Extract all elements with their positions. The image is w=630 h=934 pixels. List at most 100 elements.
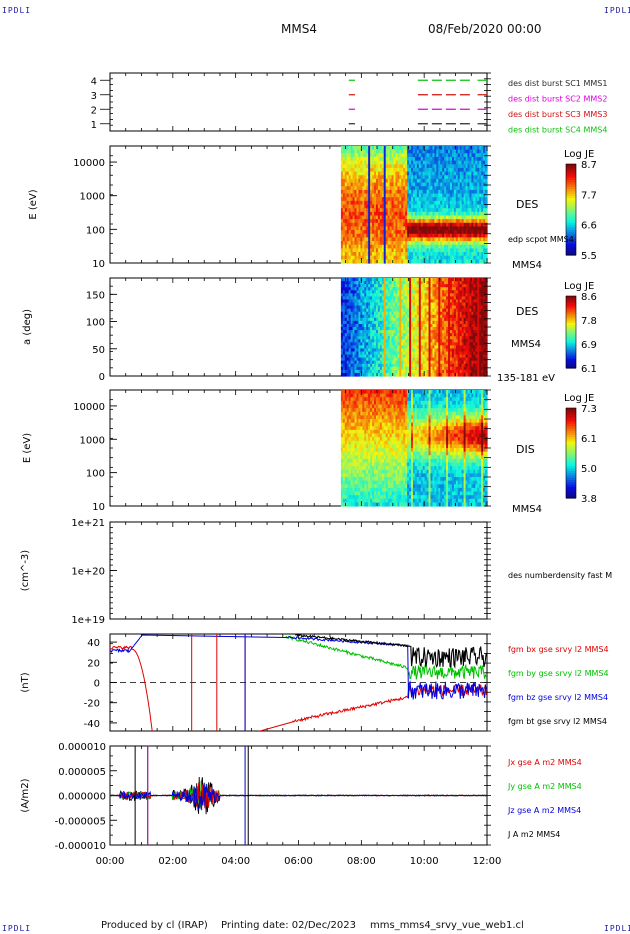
heatmap-cell	[453, 175, 457, 180]
heatmap-cell	[449, 363, 453, 368]
heatmap-cell	[346, 153, 350, 158]
heatmap-cell	[481, 200, 484, 206]
heatmap-cell	[436, 211, 439, 217]
heatmap-cell	[483, 197, 486, 202]
heatmap-cell	[397, 348, 400, 353]
heatmap-cell	[366, 327, 369, 331]
heatmap-cell	[391, 182, 395, 187]
heatmap-cell	[473, 281, 476, 285]
heatmap-cell	[364, 167, 367, 173]
heatmap-cell	[405, 244, 408, 249]
heatmap-cell	[393, 182, 397, 187]
heatmap-cell	[446, 193, 449, 198]
heatmap-cell	[461, 178, 465, 184]
heatmap-cell	[372, 278, 375, 282]
heatmap-cell	[448, 186, 451, 191]
heatmap-cell	[350, 348, 354, 353]
heatmap-cell	[368, 323, 371, 328]
heatmap-cell	[469, 208, 473, 213]
heatmap-cell	[465, 182, 469, 187]
heatmap-cell	[372, 178, 375, 184]
heatmap-cell	[455, 342, 459, 346]
heatmap-cell	[459, 171, 463, 176]
heatmap-cell	[348, 311, 352, 316]
heatmap-cell	[416, 360, 420, 365]
heatmap-cell	[426, 360, 430, 365]
heatmap-cell	[430, 182, 434, 187]
heatmap-cell	[385, 204, 389, 209]
heatmap-cell	[481, 222, 484, 228]
heatmap-cell	[348, 314, 352, 319]
heatmap-cell	[379, 311, 383, 316]
heatmap-cell	[350, 281, 354, 285]
heatmap-cell	[436, 233, 439, 239]
heatmap-cell	[420, 299, 424, 304]
heatmap-cell	[364, 342, 367, 346]
heatmap-cell	[360, 296, 363, 301]
heatmap-cell	[471, 290, 474, 294]
heatmap-cell	[434, 160, 437, 165]
heatmap-cell	[453, 219, 457, 224]
heatmap-cell	[479, 197, 482, 202]
heatmap-cell	[348, 248, 352, 253]
heatmap-cell	[377, 153, 381, 158]
heatmap-cell	[467, 244, 471, 249]
heatmap-cell	[465, 372, 469, 377]
heatmap-cell	[348, 193, 352, 198]
heatmap-cell	[358, 156, 361, 162]
heatmap-cell	[436, 186, 439, 191]
heatmap-cell	[379, 255, 383, 260]
heatmap-cell	[391, 153, 395, 158]
heatmap-cell	[436, 248, 439, 253]
heatmap-cell	[356, 354, 360, 359]
heatmap-cell	[405, 171, 408, 176]
heatmap-cell	[442, 215, 445, 220]
heatmap-cell	[375, 293, 379, 297]
heatmap-cell	[405, 215, 408, 220]
heatmap-cell	[485, 200, 488, 206]
heatmap-cell	[449, 248, 453, 253]
heatmap-cell	[455, 327, 459, 331]
heatmap-cell	[356, 360, 360, 365]
heatmap-cell	[344, 182, 348, 187]
heatmap-cell	[405, 339, 408, 343]
heatmap-cell	[461, 369, 465, 374]
heatmap-cell	[444, 178, 447, 184]
heatmap-cell	[467, 317, 471, 322]
heatmap-cell	[372, 186, 375, 191]
heatmap-cell	[372, 160, 375, 165]
heatmap-cell	[446, 237, 449, 242]
heatmap-cell	[379, 230, 383, 235]
heatmap-cell	[414, 354, 418, 359]
heatmap-cell	[483, 219, 486, 224]
heatmap-cell	[391, 167, 395, 173]
heatmap-cell	[405, 189, 408, 195]
heatmap-cell	[418, 308, 422, 313]
heatmap-cell	[453, 230, 457, 235]
heatmap-cell	[346, 178, 350, 184]
heatmap-cell	[344, 314, 348, 319]
heatmap-cell	[362, 351, 365, 356]
heatmap-cell	[430, 215, 434, 220]
heatmap-cell	[448, 305, 451, 310]
heatmap-cell	[362, 186, 365, 191]
colorbar-cell	[566, 243, 576, 247]
heatmap-cell	[438, 287, 441, 291]
heatmap-cell	[385, 308, 389, 313]
heatmap-cell	[426, 372, 430, 377]
heatmap-cell	[440, 311, 443, 316]
heatmap-cell	[352, 164, 356, 169]
heatmap-cell	[379, 342, 383, 346]
heatmap-cell	[372, 366, 375, 371]
heatmap-cell	[389, 348, 393, 353]
heatmap-cell	[455, 241, 459, 246]
heatmap-cell	[391, 197, 395, 202]
heatmap-cell	[379, 339, 383, 343]
heatmap-cell	[387, 167, 391, 173]
heatmap-cell	[473, 244, 476, 249]
heatmap-cell	[432, 160, 436, 165]
heatmap-cell	[459, 281, 463, 285]
heatmap-cell	[412, 372, 416, 377]
heatmap-cell	[455, 226, 459, 231]
heatmap-cell	[344, 237, 348, 242]
